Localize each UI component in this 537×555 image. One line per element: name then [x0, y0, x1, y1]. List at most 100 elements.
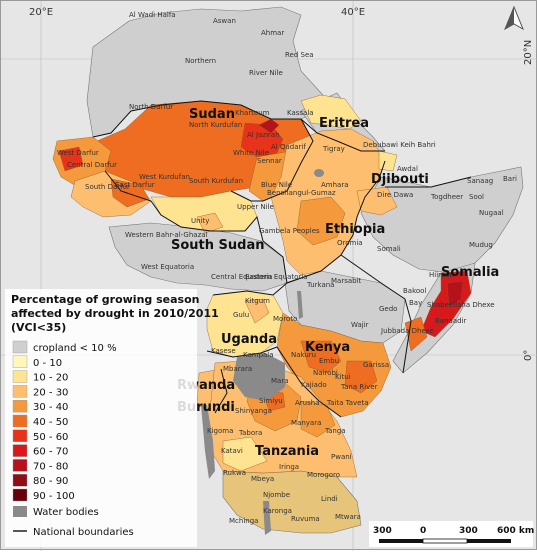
region-label: Karonga [263, 507, 292, 515]
region-label: River Nile [249, 69, 283, 77]
legend-label: 60 - 70 [33, 447, 68, 458]
region-label: Tana River [340, 383, 378, 391]
scale-label: 300 [373, 526, 392, 536]
region-label: Lindi [321, 495, 338, 503]
legend-swatch [12, 444, 28, 457]
region-label: Unity [191, 217, 209, 225]
region-label: Ruvuma [291, 515, 320, 523]
legend-swatch [12, 459, 28, 472]
region-label: Oromia [337, 239, 363, 247]
legend-swatch [12, 474, 28, 487]
region-label: Togdheer [430, 193, 463, 201]
region-label: Nairobi [313, 369, 338, 377]
region-label: Jubbada Dhexe [380, 327, 434, 335]
lon-label-40e: 40°E [341, 7, 365, 18]
legend-label: 30 - 40 [33, 402, 68, 413]
legend-label-boundary: National boundaries [33, 527, 134, 538]
region-label: Kigoma [207, 427, 233, 435]
region-label: South Kurdufan [189, 177, 243, 185]
region-labels: Al Wadi Halfa Aswan Ahmar Northern River… [57, 11, 517, 525]
region-label: Kasese [211, 347, 236, 355]
region-label: Mtwara [335, 513, 361, 521]
country-label-sudan: Sudan [189, 107, 235, 122]
legend-swatch [12, 385, 28, 398]
region-label: Gedo [379, 305, 397, 313]
country-label-djibouti: Djibouti [371, 172, 429, 187]
region-label: Benshangul-Gumaz [267, 189, 336, 197]
region-label: White Nile [233, 149, 269, 157]
legend-title-line: (VCI<35) [11, 321, 66, 334]
lon-label-20e: 20°E [29, 7, 53, 18]
region-label: Khartoum [235, 109, 270, 117]
region-label: Embu [319, 357, 339, 365]
region-label: West Darfur [57, 149, 99, 157]
region-label: Marsabit [331, 277, 362, 285]
region-label: Sennar [257, 157, 282, 165]
region-label: Tigray [322, 145, 345, 153]
region-label: Shabeellaha Dhexe [427, 301, 495, 309]
legend-label: cropland < 10 % [33, 343, 117, 354]
scale-label: 600 km [497, 526, 534, 536]
region-label: Moroto [273, 315, 297, 323]
region-label: East Darfur [115, 181, 155, 189]
legend-title-line: Percentage of growing season [11, 293, 199, 306]
region-label: Banaadir [435, 317, 466, 325]
legend-swatch [12, 370, 28, 383]
region-label: Iringa [279, 463, 299, 471]
scale-segment [467, 539, 511, 543]
national-boundaries [92, 100, 472, 418]
lat-label-0: 0° [523, 350, 534, 361]
region-label: Wajir [351, 321, 369, 329]
region-label: Central Darfur [67, 161, 117, 169]
region-label: Red Sea [285, 51, 314, 59]
region-label: Mara [271, 377, 289, 385]
legend-swatch [12, 355, 28, 368]
region-label: West Equatoria [141, 263, 194, 271]
region-label: Mbeya [251, 475, 274, 483]
region-label: Nugaal [479, 209, 504, 217]
legend-label: 80 - 90 [33, 476, 68, 487]
region-label: Central Equatoria [211, 273, 272, 281]
region-label: Nakuru [291, 351, 316, 359]
lat-label-20n: 20°N [523, 40, 534, 65]
region-label: North Kurdufan [189, 121, 242, 129]
scale-segment [422, 538, 468, 544]
region-label: Morogoro [307, 471, 340, 479]
region-label: Bari [503, 175, 517, 183]
legend-swatch [12, 400, 28, 413]
legend-swatch [12, 488, 28, 502]
water-bodies [201, 169, 324, 535]
legend-label: 70 - 80 [33, 461, 68, 472]
country-label-uganda: Uganda [221, 332, 277, 347]
region-label: Al Qadarif [271, 143, 306, 151]
region-label: North Darfur [129, 103, 173, 111]
region-label: Blue Nile [261, 181, 292, 189]
country-label-somalia: Somalia [441, 265, 499, 280]
region-label: Rukwa [223, 469, 246, 477]
region-label: Tabora [238, 429, 262, 437]
region-label: Sanaag [467, 177, 493, 185]
region-label: Mchinga [229, 517, 258, 525]
region-label: Aswan [213, 17, 236, 25]
country-label-eritrea: Eritrea [319, 116, 369, 131]
region-label: Arusha [295, 399, 319, 407]
region-label: Mudug [469, 241, 493, 249]
region-label: Hiiraan [429, 271, 454, 279]
legend-label: 0 - 10 [33, 358, 62, 369]
scale-bar: 300 0 300 600 km [369, 521, 534, 547]
region-label: Upper Nile [237, 203, 274, 211]
region-label: Kampala [243, 351, 274, 359]
country-label-south-sudan: South Sudan [171, 238, 265, 253]
region-label: Manyara [291, 419, 321, 427]
region-label: Dire Dawa [377, 191, 413, 199]
region-label: Kitui [335, 373, 351, 381]
region-label: Taita Taveta [326, 399, 369, 407]
legend-items: cropland < 10 % 0 - 10 10 - 20 20 - 30 30 - … [12, 340, 117, 502]
region-label: Njombe [263, 491, 290, 499]
region-label: Ahmar [261, 29, 284, 37]
legend-swatch [12, 429, 28, 442]
legend-box [5, 289, 197, 547]
region-label: Katavi [221, 447, 243, 455]
